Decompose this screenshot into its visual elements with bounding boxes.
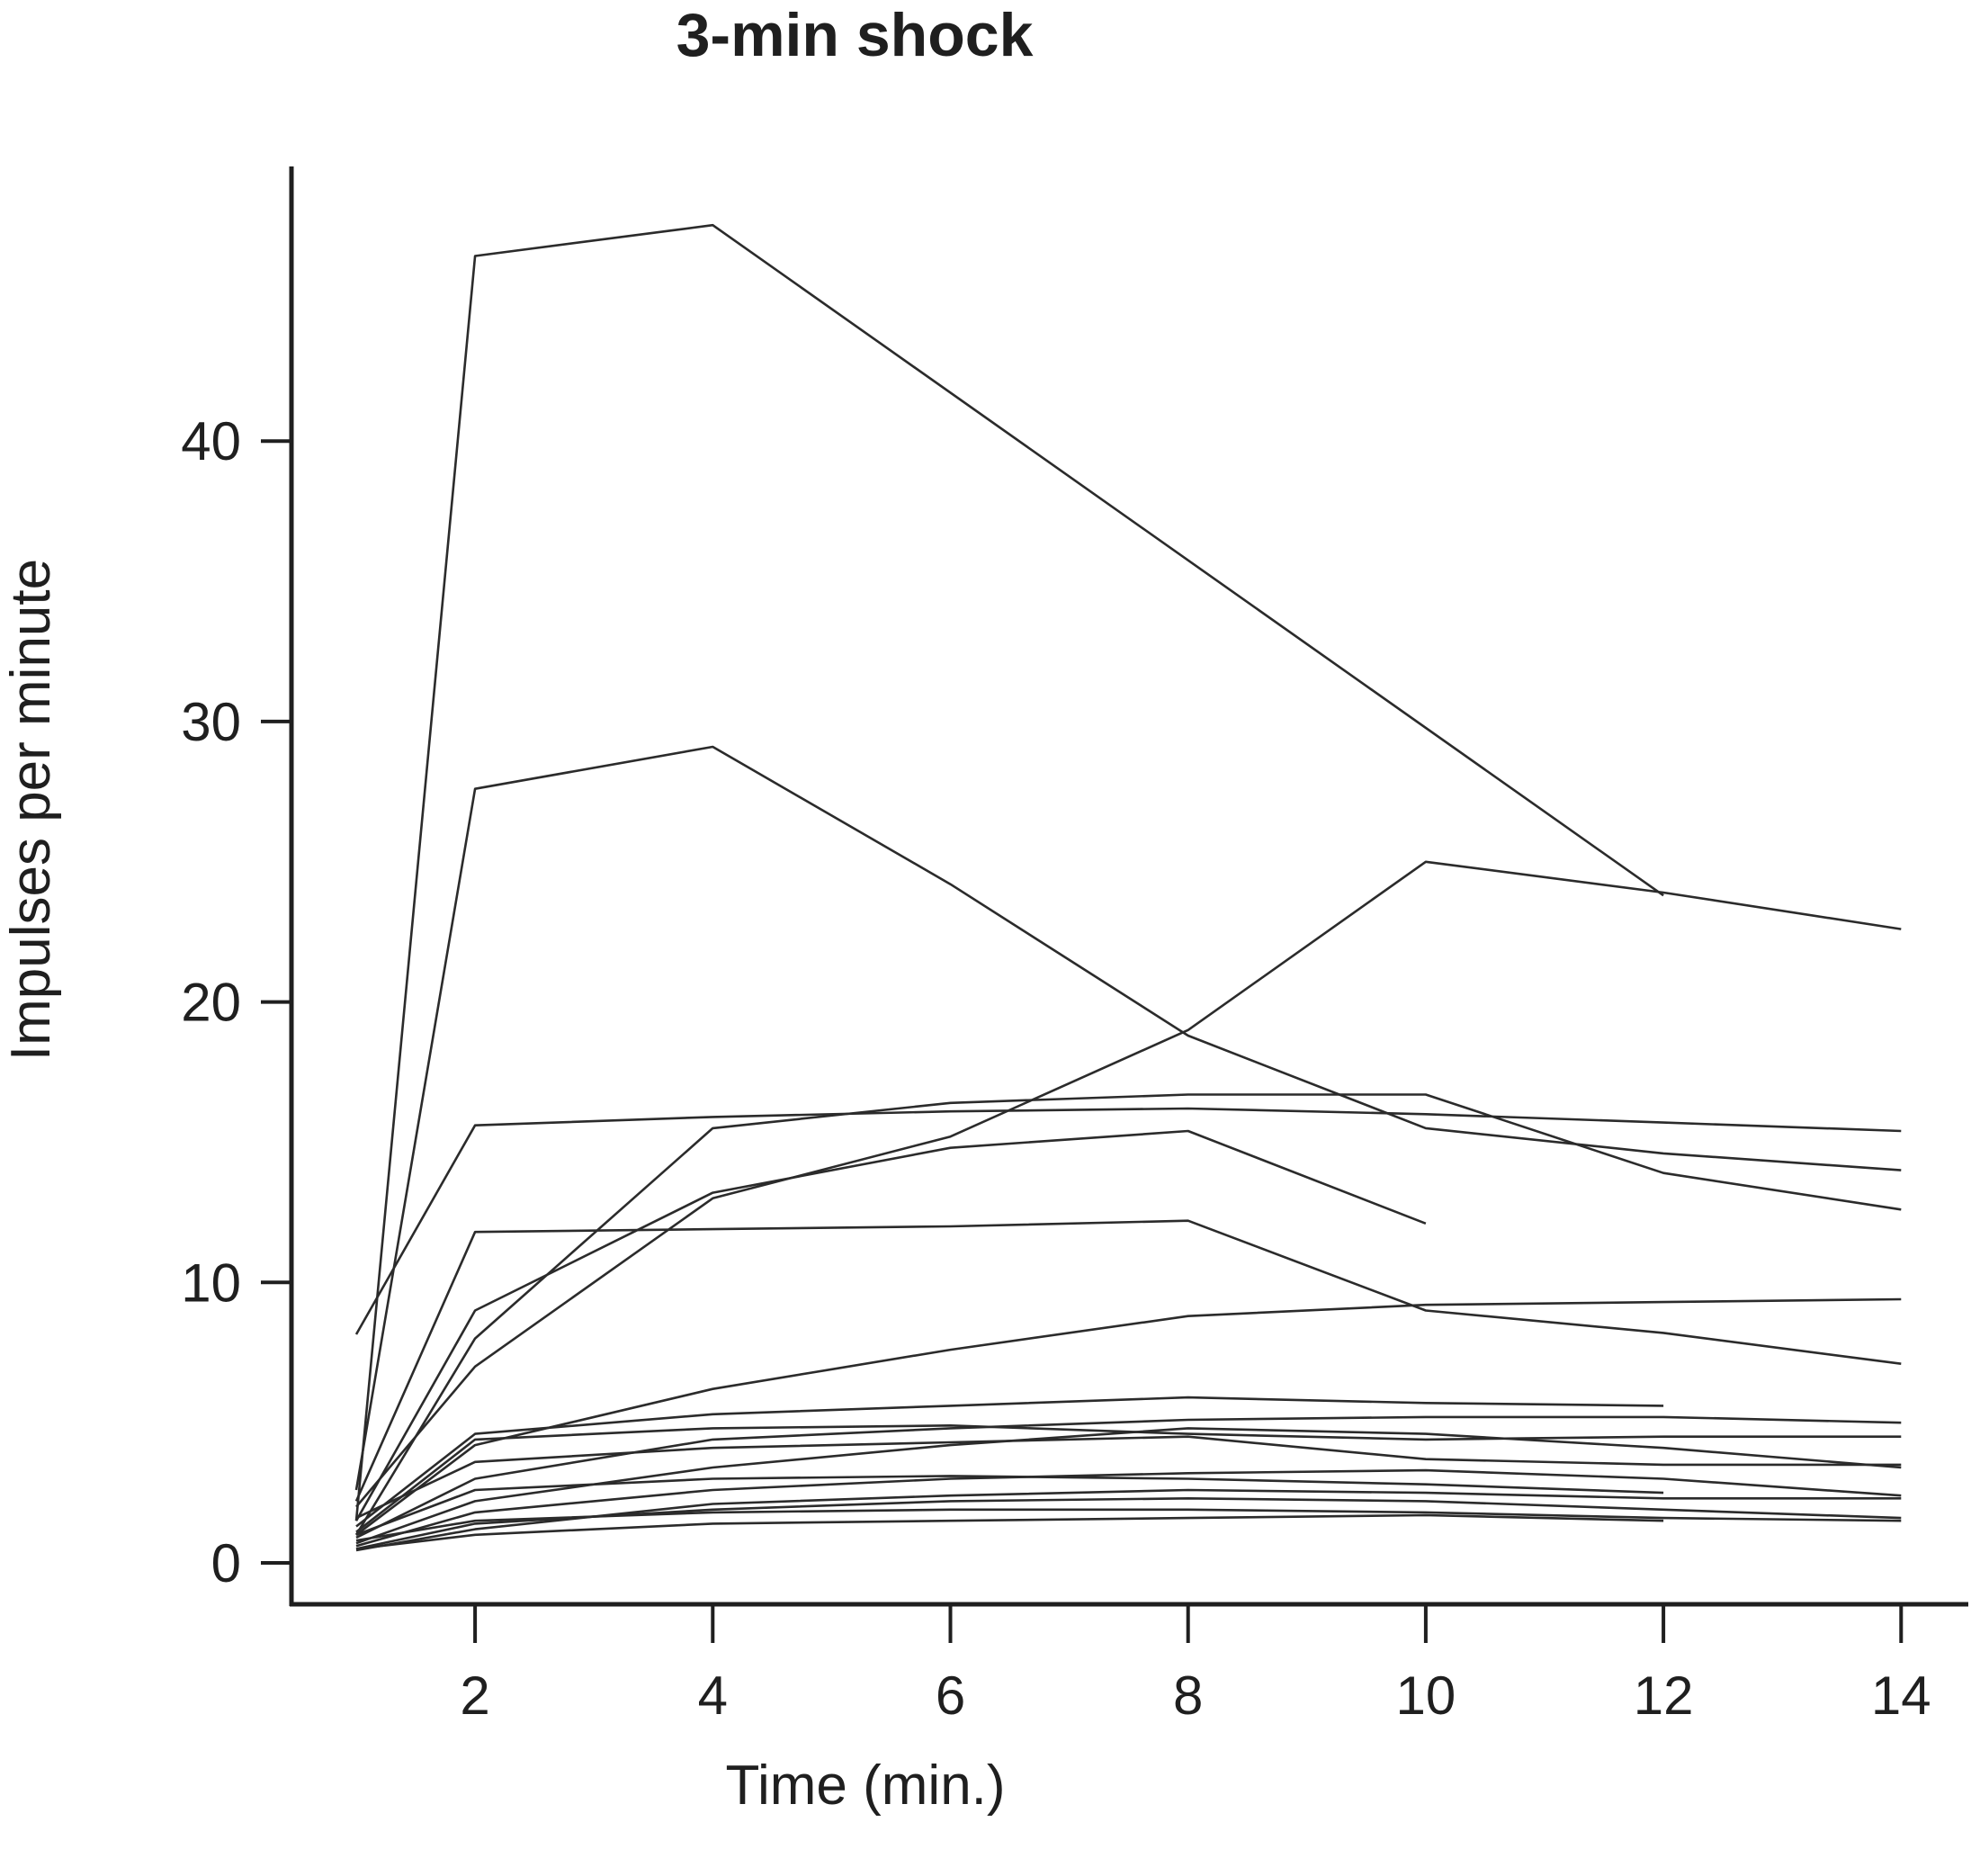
series-line-unit-04 [354,1093,1902,1536]
series-line-unit-19 [355,1488,1902,1552]
x-tick-label: 10 [1396,1665,1456,1726]
y-tick-label: 10 [181,1252,241,1313]
series-line-unit-06 [354,1219,1902,1502]
series-line-unit-12 [355,1427,1902,1545]
y-tick-label: 40 [181,411,241,471]
y-axis-label: Impulses per minute [0,559,62,1061]
y-tick-label: 0 [211,1533,241,1593]
y-tick-label: 20 [181,973,241,1033]
series-line-unit-08 [355,1297,1902,1536]
chart-title: 3-min shock [676,1,1034,69]
series-line-unit-11 [355,1424,1902,1533]
series-line-unit-18 [355,1513,1664,1550]
series-line-unit-14 [355,1468,1902,1548]
series-line-unit-02 [354,745,1902,1491]
series-line-unit-03 [355,860,1902,1508]
x-tick-label: 12 [1634,1665,1694,1726]
series-line-unit-09 [355,1396,1664,1528]
axes [289,166,1968,1607]
ticks-layer: 0 10 20 30 40 2 4 6 8 10 12 14 [181,411,1931,1726]
y-tick-label: 30 [181,692,241,752]
series-line-unit-07 [354,1129,1427,1521]
series-line-unit-10 [355,1415,1902,1539]
x-tick-label: 2 [460,1665,489,1726]
x-tick-label: 4 [698,1665,728,1726]
x-tick-label: 6 [936,1665,965,1726]
x-axis-label: Time (min.) [725,1755,1005,1817]
series-layer [354,223,1902,1552]
series-line-unit-16 [355,1497,1902,1550]
series-line-unit-13 [355,1435,1902,1520]
series-line-unit-15 [355,1475,1664,1537]
series-line-unit-01 [354,223,1664,1521]
series-line-unit-05 [354,1107,1902,1335]
series-line-unit-17 [355,1508,1902,1542]
x-tick-label: 8 [1173,1665,1203,1726]
x-tick-label: 14 [1871,1665,1931,1726]
